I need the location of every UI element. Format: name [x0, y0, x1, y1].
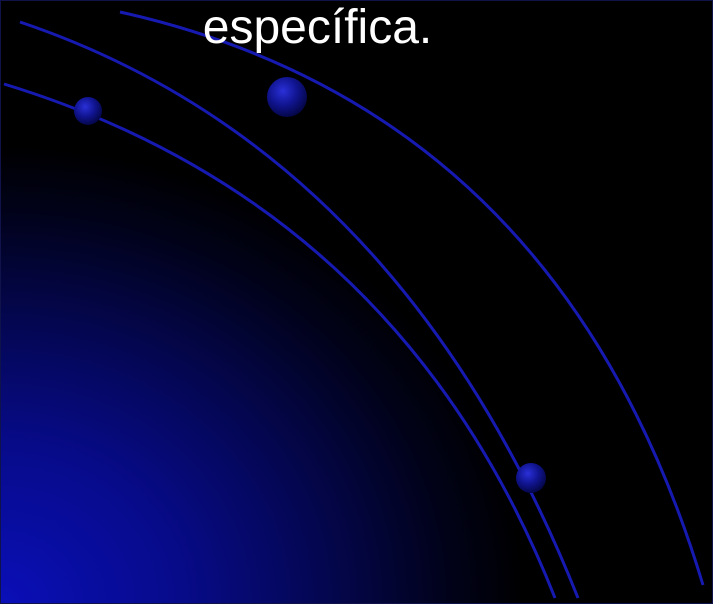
arc-line-inner	[3, 82, 557, 599]
slide-text: específica.	[202, 1, 433, 54]
bullet-circle-left	[74, 97, 102, 125]
arc-line-outer	[119, 10, 705, 586]
bullet-circle-bottom	[516, 463, 546, 493]
bullet-circle-large	[267, 77, 307, 117]
